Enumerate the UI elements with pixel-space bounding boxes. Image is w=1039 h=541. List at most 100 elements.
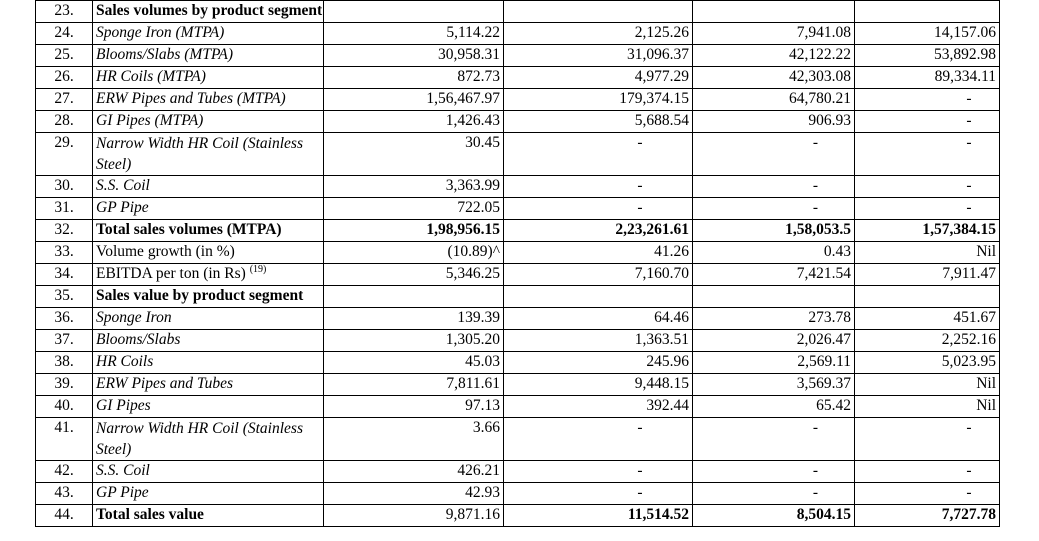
cell-col-4: - [854, 460, 1000, 483]
row-label: EBITDA per ton (in Rs) (19) [92, 263, 324, 286]
row-label-text: GI Pipes (MTPA) [96, 112, 204, 129]
row-label-text: S.S. Coil [96, 177, 150, 194]
cell-col-2: 2,125.26 [503, 22, 693, 45]
table-row: 41. Narrow Width HR Coil (Stainless Steel… [35, 417, 1000, 461]
cell-col-4: - [854, 482, 1000, 505]
cell-col-3: - [692, 482, 855, 505]
cell-value: - [812, 484, 819, 501]
cell-value: - [812, 134, 819, 151]
row-number: 26. [35, 66, 93, 89]
cell-col-2: 31,096.37 [503, 44, 693, 67]
cell-col-1: 1,426.43 [323, 110, 504, 133]
cell-value: 2,23,261.61 [615, 221, 689, 238]
cell-col-4: Nil [854, 373, 1000, 396]
cell-value: 4,977.29 [634, 68, 689, 85]
cell-col-3: 2,026.47 [692, 329, 855, 352]
cell-col-4: - [854, 132, 1000, 176]
row-number: 27. [35, 88, 93, 111]
cell-value: 2,569.11 [797, 353, 851, 370]
row-number: 42. [35, 460, 93, 483]
cell-value: 426.21 [457, 462, 500, 479]
cell-col-2: 11,514.52 [503, 504, 693, 527]
cell-col-4: - [854, 110, 1000, 133]
row-number: 34. [35, 263, 93, 286]
cell-col-3: - [692, 175, 855, 198]
table-row: 42. S.S. Coil 426.21 - - - [35, 460, 1000, 483]
row-label-text: Sponge Iron (MTPA) [96, 24, 225, 41]
cell-value: 7,421.54 [796, 265, 851, 282]
row-label-text: ERW Pipes and Tubes (MTPA) [96, 90, 286, 107]
row-label: GI Pipes [92, 395, 324, 418]
cell-value: 273.78 [808, 309, 851, 326]
cell-value: 9,448.15 [634, 375, 689, 392]
cell-value: 139.39 [457, 309, 500, 326]
row-label: HR Coils (MTPA) [92, 66, 324, 89]
cell-value: - [812, 177, 819, 194]
row-label: S.S. Coil [92, 175, 324, 198]
row-number: 24. [35, 22, 93, 45]
cell-col-1: 872.73 [323, 66, 504, 89]
cell-col-4: - [854, 197, 1000, 220]
cell-col-1: 426.21 [323, 460, 504, 483]
cell-value: 7,911.47 [942, 265, 996, 282]
row-number: 44. [35, 504, 93, 527]
cell-value: 906.93 [808, 112, 851, 129]
cell-value: 245.96 [646, 353, 689, 370]
cell-value: 5,688.54 [634, 112, 689, 129]
table-row: 24. Sponge Iron (MTPA) 5,114.22 2,125.26 7,9… [35, 22, 1000, 45]
cell-col-2: 1,363.51 [503, 329, 693, 352]
cell-col-3: - [692, 132, 855, 176]
cell-col-2: 64.46 [503, 307, 693, 330]
cell-col-4: - [854, 175, 1000, 198]
cell-value: 0.43 [823, 243, 851, 260]
cell-col-3: 273.78 [692, 307, 855, 330]
cell-col-3: 64,780.21 [692, 88, 855, 111]
cell-col-1: 97.13 [323, 395, 504, 418]
cell-col-2: - [503, 132, 693, 176]
cell-value: 64,780.21 [789, 90, 851, 107]
row-label: ERW Pipes and Tubes [92, 373, 324, 396]
row-label-text: GP Pipe [96, 484, 149, 501]
cell-col-1: 42.93 [323, 482, 504, 505]
row-label: HR Coils [92, 351, 324, 374]
cell-col-4: 2,252.16 [854, 329, 1000, 352]
cell-col-2: 4,977.29 [503, 66, 693, 89]
cell-value: 1,363.51 [634, 331, 689, 348]
row-number: 38. [35, 351, 93, 374]
row-label: Sponge Iron [92, 307, 324, 330]
cell-value: 45.03 [465, 353, 500, 370]
cell-value: - [637, 199, 643, 216]
cell-value: 1,56,467.97 [426, 90, 500, 107]
cell-value: Nil [976, 397, 996, 414]
cell-col-3 [692, 0, 855, 23]
table-row: 38. HR Coils 45.03 245.96 2,569.11 5,023.95 [35, 351, 1000, 374]
row-label-text: HR Coils (MTPA) [96, 68, 206, 85]
row-label: Narrow Width HR Coil (Stainless Steel) [92, 417, 324, 461]
cell-col-4: 1,57,384.15 [854, 219, 1000, 242]
row-label-text: Sponge Iron [96, 309, 172, 326]
cell-value: 5,114.22 [446, 24, 500, 41]
table-body: 23.Sales volumes by product segment (MTP… [35, 0, 1000, 527]
cell-col-3: 2,569.11 [692, 351, 855, 374]
cell-value: - [966, 462, 972, 479]
footnote-ref: (19) [249, 263, 267, 275]
cell-value: 65.42 [816, 397, 851, 414]
row-label: Total sales value [92, 504, 324, 527]
cell-value: 89,334.11 [934, 68, 996, 85]
row-label-text: Blooms/Slabs (MTPA) [96, 46, 234, 63]
cell-col-1: 9,871.16 [323, 504, 504, 527]
cell-value: 7,160.70 [634, 265, 689, 282]
table-row: 27. ERW Pipes and Tubes (MTPA) 1,56,467.97… [35, 88, 1000, 111]
row-label-text: Blooms/Slabs [96, 331, 181, 348]
cell-value: 11,514.52 [627, 506, 689, 523]
table-row: 43. GP Pipe 42.93 - - - [35, 482, 1000, 505]
table-row: 44. Total sales value 9,871.16 11,514.52 8,5… [35, 504, 1000, 527]
cell-value: 41.26 [654, 243, 689, 260]
cell-col-1: 30.45 [323, 132, 504, 176]
cell-value: (10.89)^ [447, 243, 500, 260]
cell-value: 30,958.31 [438, 46, 500, 63]
row-label-text: Narrow Width HR Coil (Stainless Steel) [96, 420, 303, 458]
cell-value: - [812, 199, 819, 216]
cell-value: - [966, 484, 972, 501]
row-number: 40. [35, 395, 93, 418]
